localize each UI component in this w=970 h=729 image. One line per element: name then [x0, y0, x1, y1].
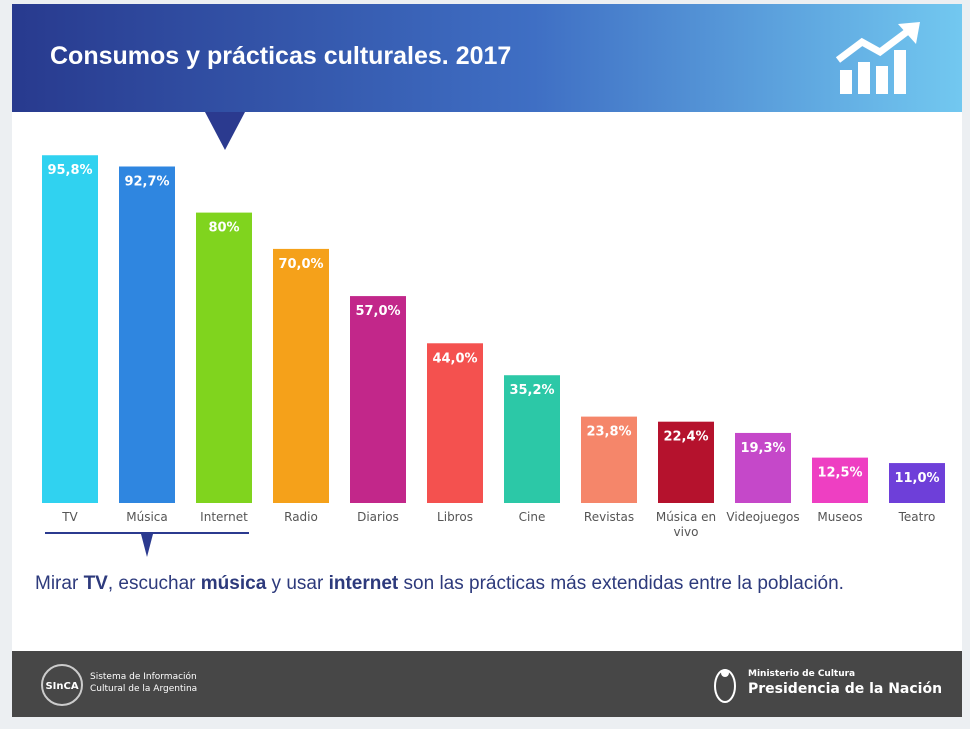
x-tick-label: Cine	[518, 510, 546, 524]
x-tick-label: Música en vivo	[655, 510, 717, 539]
x-tick-label: Internet	[200, 510, 248, 524]
value-label: 11,0%	[894, 471, 939, 486]
presidency: Presidencia de la Nación	[748, 681, 943, 697]
value-label: 70,0%	[278, 257, 323, 272]
chart-title: Consumos y prácticas culturales. 2017	[50, 42, 512, 70]
value-label: 35,2%	[509, 383, 554, 398]
bar	[735, 432, 791, 503]
sinca-line: Sistema de Información	[90, 672, 197, 682]
bar	[812, 457, 868, 503]
value-label: 22,4%	[663, 430, 708, 445]
value-label: 19,3%	[740, 441, 785, 456]
highlight-pointer	[141, 534, 153, 557]
x-tick-label: Libros	[437, 510, 473, 524]
pointer	[205, 112, 245, 150]
ministry: Ministerio de Cultura	[748, 669, 856, 679]
value-label: 57,0%	[355, 304, 400, 319]
chart-icon	[835, 22, 920, 94]
bar	[273, 248, 329, 503]
note-run: internet	[328, 573, 399, 594]
bar	[889, 463, 945, 503]
note-run: , escuchar	[107, 573, 201, 594]
x-tick-label: TV	[62, 510, 78, 524]
value-label: 95,8%	[47, 163, 92, 178]
note-run: y usar	[266, 573, 329, 594]
bar	[42, 155, 98, 503]
note-run: música	[200, 573, 267, 594]
note-run: Mirar	[35, 573, 84, 594]
x-tick-label: Museos	[817, 510, 863, 524]
bar	[119, 166, 175, 503]
sinca-line: Cultural de la Argentina	[90, 684, 198, 694]
value-label: 44,0%	[432, 351, 477, 366]
x-tick-label: Videojuegos	[726, 510, 800, 524]
chart: 95,8% 92,7% 80% 70,0% 57,0% 44,0% 35,2% 23,8% 22…	[42, 112, 945, 557]
note: Mirar TV, escuchar música y usar interne…	[35, 570, 875, 598]
x-tick-label: Revistas	[583, 510, 635, 524]
value-label: 80%	[208, 221, 239, 236]
note-run: son las prácticas más extendidas entre l…	[398, 573, 844, 594]
bar	[504, 375, 560, 503]
footer: SInCA Sistema de Información Cultural de…	[12, 651, 962, 717]
logo-text: SInCA	[45, 681, 78, 692]
value-label: 23,8%	[586, 425, 631, 440]
x-tick-label: Diarios	[357, 510, 399, 524]
bar	[350, 296, 406, 503]
value-label: 12,5%	[817, 466, 862, 481]
value-label: 92,7%	[124, 174, 169, 189]
bar	[658, 421, 714, 503]
note-run: TV	[83, 573, 108, 594]
bar	[581, 416, 637, 503]
bar	[427, 343, 483, 503]
ministry-emblem	[714, 669, 736, 703]
x-tick-label: Teatro	[898, 510, 936, 524]
x-tick-label: Radio	[284, 510, 318, 524]
header: Consumos y prácticas culturales. 2017	[12, 4, 962, 112]
sinca-logo: SInCA	[41, 664, 83, 706]
bar	[196, 212, 252, 503]
x-tick-label: Música	[126, 510, 168, 524]
